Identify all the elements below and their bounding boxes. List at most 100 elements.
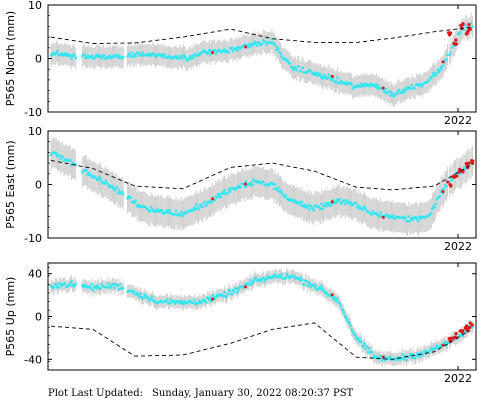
daily-solution-point bbox=[441, 64, 445, 67]
daily-solution-point bbox=[73, 284, 76, 288]
daily-solution-point bbox=[279, 275, 282, 278]
daily-solution-point bbox=[121, 192, 125, 196]
daily-solution-point bbox=[364, 82, 367, 86]
daily-solution-point bbox=[321, 77, 324, 80]
x-tick-label: 2022 bbox=[444, 372, 472, 385]
daily-solution-point bbox=[149, 205, 153, 209]
daily-solution-point bbox=[255, 44, 259, 47]
daily-solution-point bbox=[374, 85, 377, 89]
daily-solution-point bbox=[328, 76, 332, 79]
y-tick-label: 0 bbox=[35, 53, 42, 66]
daily-solution-point bbox=[436, 68, 440, 72]
daily-solution-point bbox=[61, 155, 65, 159]
daily-solution-point bbox=[360, 340, 363, 344]
daily-solution-point bbox=[344, 316, 348, 320]
daily-solution-point bbox=[57, 286, 60, 289]
y-axis-label: P565 North (mm) bbox=[4, 11, 17, 106]
daily-solution-point bbox=[250, 181, 253, 184]
daily-solution-point bbox=[407, 215, 411, 218]
daily-solution-point bbox=[247, 42, 251, 46]
daily-solution-point bbox=[414, 215, 418, 219]
daily-solution-point bbox=[236, 49, 239, 52]
daily-solution-point bbox=[106, 182, 110, 186]
daily-solution-point bbox=[409, 352, 413, 356]
rapid-solution-point bbox=[454, 42, 459, 46]
daily-solution-point bbox=[376, 86, 379, 90]
daily-solution-point bbox=[280, 55, 283, 58]
daily-solution-point bbox=[362, 344, 365, 348]
daily-solution-point bbox=[350, 83, 353, 86]
daily-solution-point bbox=[445, 185, 448, 188]
daily-solution-point bbox=[274, 48, 278, 52]
daily-solution-point bbox=[273, 183, 277, 186]
daily-solution-point bbox=[378, 215, 381, 218]
daily-solution-point bbox=[271, 182, 275, 186]
daily-solution-point bbox=[418, 355, 421, 358]
daily-solution-point bbox=[237, 288, 240, 291]
model-line bbox=[50, 322, 471, 360]
daily-solution-point bbox=[246, 46, 250, 49]
daily-solution-point bbox=[471, 25, 474, 28]
daily-solution-point bbox=[376, 355, 379, 358]
daily-solution-point bbox=[419, 216, 422, 220]
daily-solution-point bbox=[300, 200, 304, 204]
daily-solution-point bbox=[272, 276, 276, 279]
daily-solution-point bbox=[384, 87, 388, 91]
daily-solution-point bbox=[230, 46, 234, 50]
x-tick-label: 2022 bbox=[444, 240, 472, 253]
daily-solution-point bbox=[178, 214, 182, 217]
daily-solution-point bbox=[336, 297, 339, 300]
model-line bbox=[50, 27, 471, 44]
daily-solution-point bbox=[186, 59, 190, 62]
daily-solution-point bbox=[173, 302, 177, 305]
daily-solution-point bbox=[235, 287, 238, 291]
daily-solution-point bbox=[285, 272, 289, 276]
daily-solution-point bbox=[161, 56, 165, 59]
daily-solution-point bbox=[286, 59, 290, 62]
daily-solution-point bbox=[203, 200, 207, 204]
y-tick-label: 40 bbox=[28, 268, 42, 281]
daily-solution-point bbox=[74, 282, 78, 286]
daily-solution-point bbox=[342, 311, 346, 314]
daily-solution-point bbox=[265, 277, 268, 281]
daily-solution-point bbox=[99, 287, 102, 291]
rapid-solution-point bbox=[447, 336, 451, 341]
daily-solution-point bbox=[471, 326, 474, 329]
daily-solution-point bbox=[249, 183, 252, 187]
daily-solution-point bbox=[281, 192, 284, 196]
daily-solution-point bbox=[292, 68, 295, 72]
daily-solution-point bbox=[208, 298, 211, 302]
daily-solution-point bbox=[286, 274, 290, 278]
daily-solution-point bbox=[410, 83, 414, 87]
daily-solution-point bbox=[135, 291, 139, 295]
daily-solution-point bbox=[254, 42, 258, 45]
daily-solution-point bbox=[299, 276, 303, 279]
rapid-solution-point bbox=[211, 51, 215, 55]
daily-solution-point bbox=[223, 48, 226, 51]
daily-solution-point bbox=[182, 302, 185, 306]
rapid-solution-point bbox=[441, 190, 445, 194]
daily-solution-point bbox=[115, 186, 119, 189]
daily-solution-point bbox=[353, 333, 357, 337]
daily-solution-point bbox=[362, 207, 365, 210]
daily-solution-point bbox=[298, 200, 302, 204]
daily-solution-point bbox=[406, 219, 409, 223]
daily-solution-point bbox=[99, 54, 102, 58]
daily-solution-point bbox=[63, 282, 67, 285]
daily-solution-point bbox=[90, 282, 94, 286]
daily-solution-point bbox=[126, 55, 129, 58]
daily-solution-point bbox=[254, 276, 258, 279]
daily-solution-point bbox=[261, 276, 265, 280]
daily-solution-point bbox=[112, 186, 115, 190]
daily-solution-point bbox=[275, 45, 279, 49]
daily-solution-point bbox=[205, 202, 209, 206]
daily-solution-point bbox=[112, 282, 115, 286]
y-tick-label: 10 bbox=[28, 125, 42, 138]
daily-solution-point bbox=[272, 41, 276, 45]
daily-solution-point bbox=[313, 286, 317, 290]
rapid-solution-point bbox=[244, 285, 248, 289]
daily-solution-point bbox=[416, 217, 419, 221]
daily-solution-point bbox=[434, 202, 437, 206]
daily-solution-point bbox=[440, 67, 444, 70]
daily-solution-point bbox=[59, 157, 62, 161]
